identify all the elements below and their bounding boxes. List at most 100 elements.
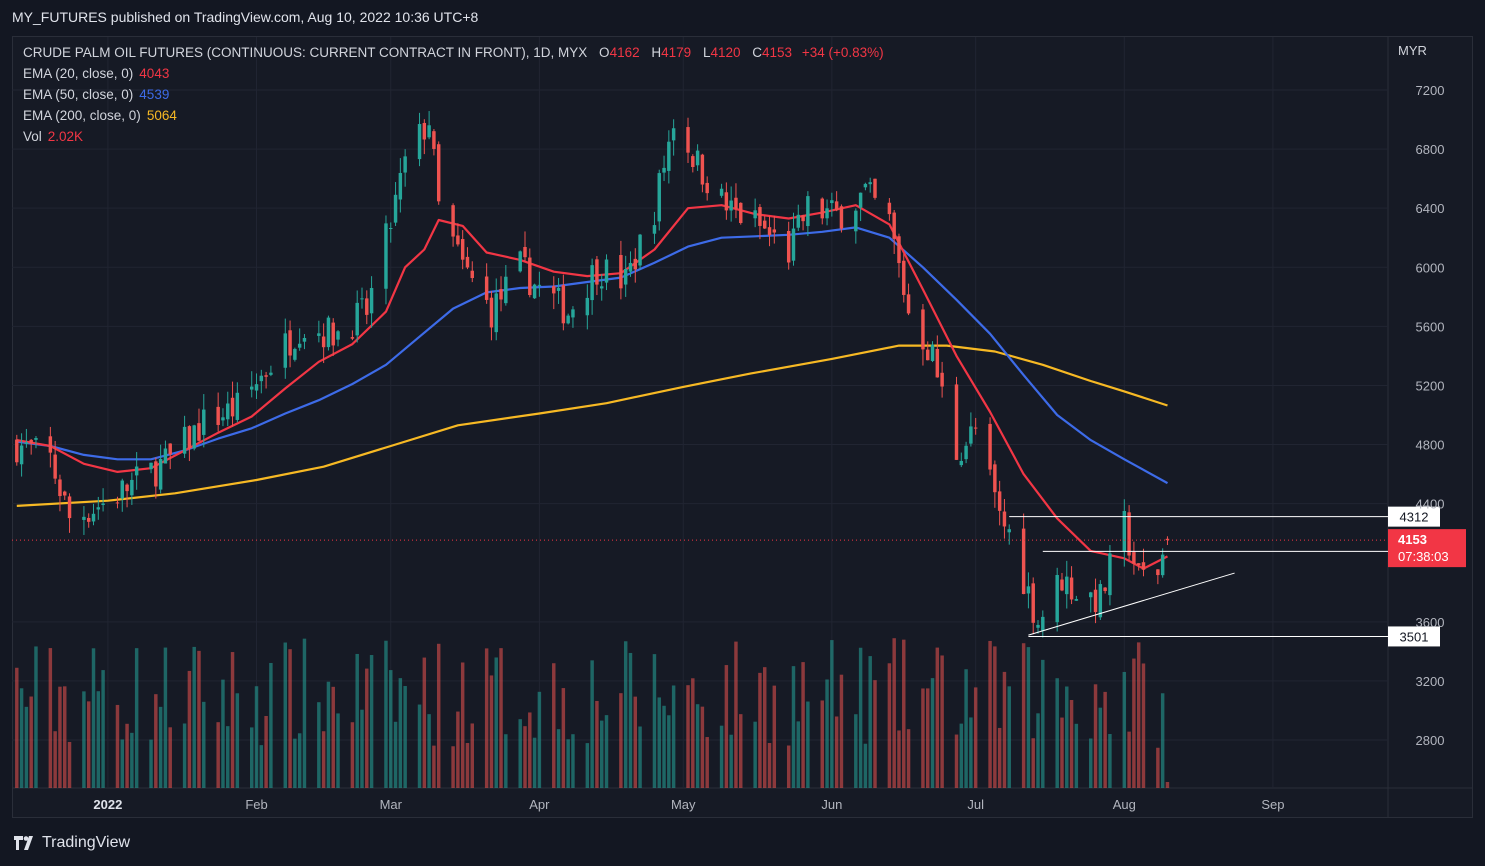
candle-body bbox=[691, 156, 695, 168]
close-label: C bbox=[752, 45, 763, 60]
ema50-line bbox=[16, 226, 1169, 485]
volume-bar bbox=[283, 642, 288, 788]
candle-body bbox=[729, 200, 733, 211]
candle-body bbox=[384, 223, 388, 289]
candle-body bbox=[1165, 538, 1170, 541]
volume-bar bbox=[19, 688, 24, 788]
volume-bar bbox=[29, 696, 33, 788]
candle-body bbox=[120, 480, 124, 499]
volume-bar bbox=[1098, 707, 1103, 788]
volume-bar bbox=[67, 741, 72, 788]
volume-bar bbox=[355, 653, 359, 788]
candle-body bbox=[168, 443, 172, 455]
volume-bar bbox=[739, 714, 743, 788]
candle-body bbox=[1108, 553, 1112, 596]
price-tick-label: 5600 bbox=[1416, 319, 1445, 334]
volume-bar bbox=[470, 723, 474, 788]
candle-body bbox=[1103, 587, 1107, 592]
volume-bar bbox=[1132, 658, 1136, 788]
volume-bar bbox=[235, 693, 240, 788]
level-label-box bbox=[1388, 506, 1440, 527]
ema200-value: 5064 bbox=[146, 108, 177, 123]
volume-bar bbox=[724, 665, 729, 788]
volume-bar bbox=[254, 686, 259, 788]
candle-body bbox=[216, 406, 220, 425]
volume-legend[interactable]: Vol 2.02K bbox=[23, 129, 83, 144]
candle-body bbox=[1002, 511, 1007, 527]
volume-bar bbox=[360, 709, 364, 788]
candle-body bbox=[422, 122, 427, 140]
ema50-polyline bbox=[16, 226, 1169, 485]
candle-body bbox=[1160, 554, 1165, 576]
candle-body bbox=[154, 461, 158, 487]
price-tick-label: 6000 bbox=[1416, 260, 1445, 275]
volume-bar bbox=[417, 704, 422, 788]
candle-body bbox=[873, 178, 877, 198]
candle-body bbox=[63, 491, 67, 496]
volume-bar bbox=[484, 648, 489, 788]
volume-bar bbox=[954, 734, 959, 788]
volume-bars bbox=[15, 638, 1170, 788]
volume-bar bbox=[988, 640, 992, 788]
candle-body bbox=[297, 343, 302, 348]
candle-body bbox=[969, 426, 973, 444]
volume-bar bbox=[729, 734, 733, 788]
price-axis: 7200 6800 6400 6000 5600 5200 4800 4400 3600 3200… bbox=[1416, 83, 1445, 748]
volume-bar bbox=[633, 696, 638, 788]
volume-bar bbox=[297, 733, 302, 788]
candle-body bbox=[451, 205, 455, 237]
volume-bar bbox=[667, 715, 671, 788]
volume-bar bbox=[48, 648, 53, 788]
currency-label: MYR bbox=[1398, 43, 1427, 58]
volume-bar bbox=[969, 717, 973, 788]
candle-body bbox=[590, 265, 594, 301]
candle-body bbox=[561, 285, 566, 324]
volume-bar bbox=[604, 715, 609, 788]
volume-bar bbox=[662, 705, 666, 788]
time-tick-label: Apr bbox=[529, 797, 550, 812]
candle-body bbox=[954, 384, 959, 460]
volume-bar bbox=[259, 745, 264, 788]
volume-bar bbox=[1103, 691, 1107, 788]
ema50-legend[interactable]: EMA (50, close, 0) 4539 bbox=[23, 87, 169, 102]
volume-bar bbox=[422, 657, 427, 788]
volume-bar bbox=[863, 743, 868, 788]
volume-bar bbox=[1031, 738, 1035, 788]
volume-bar bbox=[350, 722, 355, 788]
candle-body bbox=[796, 214, 801, 228]
candle-body bbox=[436, 144, 441, 202]
candle-body bbox=[403, 156, 407, 173]
price-tick-label: 6400 bbox=[1416, 201, 1445, 216]
price-tick-label: 3200 bbox=[1416, 674, 1445, 689]
time-tick-label: Sep bbox=[1261, 797, 1284, 812]
volume-bar bbox=[806, 701, 810, 788]
candle-body bbox=[499, 289, 503, 300]
candle-body bbox=[259, 375, 264, 382]
volume-bar bbox=[34, 646, 38, 788]
candle-body bbox=[1026, 586, 1031, 594]
candle-body bbox=[537, 284, 542, 286]
volume-bar bbox=[705, 737, 709, 788]
volume-bar bbox=[695, 704, 700, 788]
volume-bar bbox=[1160, 693, 1165, 788]
volume-bar bbox=[791, 666, 796, 788]
volume-bar bbox=[1002, 671, 1007, 788]
volume-bar bbox=[226, 726, 230, 788]
candle-body bbox=[226, 403, 230, 420]
tradingview-logo-icon bbox=[14, 836, 38, 850]
volume-bar bbox=[1041, 659, 1045, 788]
candle-body bbox=[1031, 583, 1035, 623]
volume-bar bbox=[638, 726, 642, 788]
candle-body bbox=[91, 513, 96, 522]
candle-body bbox=[82, 516, 86, 520]
open-label: O bbox=[599, 45, 610, 60]
volume-bar bbox=[1069, 699, 1074, 788]
candle-body bbox=[1036, 624, 1040, 628]
ema200-legend[interactable]: EMA (200, close, 0) 5064 bbox=[23, 108, 177, 123]
volume-bar bbox=[168, 727, 172, 788]
price-tick-label: 4800 bbox=[1416, 438, 1445, 453]
volume-bar bbox=[897, 730, 901, 788]
ema20-legend[interactable]: EMA (20, close, 0) 4043 bbox=[23, 66, 169, 81]
change-value: +34 (+0.83%) bbox=[801, 45, 884, 60]
